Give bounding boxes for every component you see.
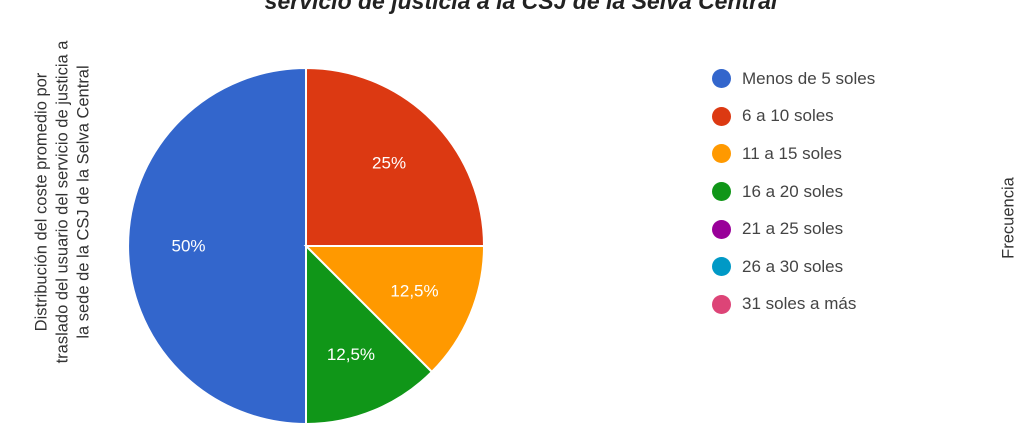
frecuencia-axis-label: Frecuencia xyxy=(999,177,1018,259)
legend-item: 31 soles a más xyxy=(712,286,875,324)
pie-slice-label: 12,5% xyxy=(390,281,438,300)
legend-label: 31 soles a más xyxy=(742,294,857,314)
legend-item: 11 a 15 soles xyxy=(712,135,875,173)
legend-label: 16 a 20 soles xyxy=(742,181,844,201)
pie-slice-16-a-20-soles xyxy=(305,243,434,423)
legend-item: 26 a 30 soles xyxy=(712,248,875,286)
legend-item: 6 a 10 soles xyxy=(712,98,875,136)
pie-slice-6-a-10-soles xyxy=(305,66,486,247)
legend-swatch xyxy=(712,182,731,202)
pie-slice-11-a-15-soles xyxy=(303,245,486,374)
legend: Menos de 5 soles 6 a 10 soles 11 a 15 sole… xyxy=(712,60,875,323)
legend-swatch xyxy=(712,294,731,314)
legend-label: 6 a 10 soles xyxy=(742,106,834,126)
pie-slice-label: 25% xyxy=(372,153,406,172)
legend-label: 11 a 15 soles xyxy=(742,143,842,163)
legend-swatch xyxy=(712,257,731,277)
legend-item: 21 a 25 soles xyxy=(712,210,875,248)
legend-item: Menos de 5 soles xyxy=(712,60,875,98)
legend-label: 21 a 25 soles xyxy=(742,219,844,239)
legend-label: Menos de 5 soles xyxy=(742,68,876,88)
chart-title: servicio de justicia a la CSJ de la Selv… xyxy=(264,0,778,14)
legend-item: 16 a 20 soles xyxy=(712,173,875,211)
pie-slice-label: 12,5% xyxy=(327,345,375,364)
pie-slice-label: 50% xyxy=(172,237,206,256)
legend-swatch xyxy=(712,144,731,164)
legend-swatch xyxy=(712,106,731,126)
legend-swatch xyxy=(712,219,731,239)
pie-slice-menos-de-5-soles xyxy=(127,66,307,423)
legend-swatch xyxy=(712,69,731,89)
legend-label: 26 a 30 soles xyxy=(742,256,844,276)
